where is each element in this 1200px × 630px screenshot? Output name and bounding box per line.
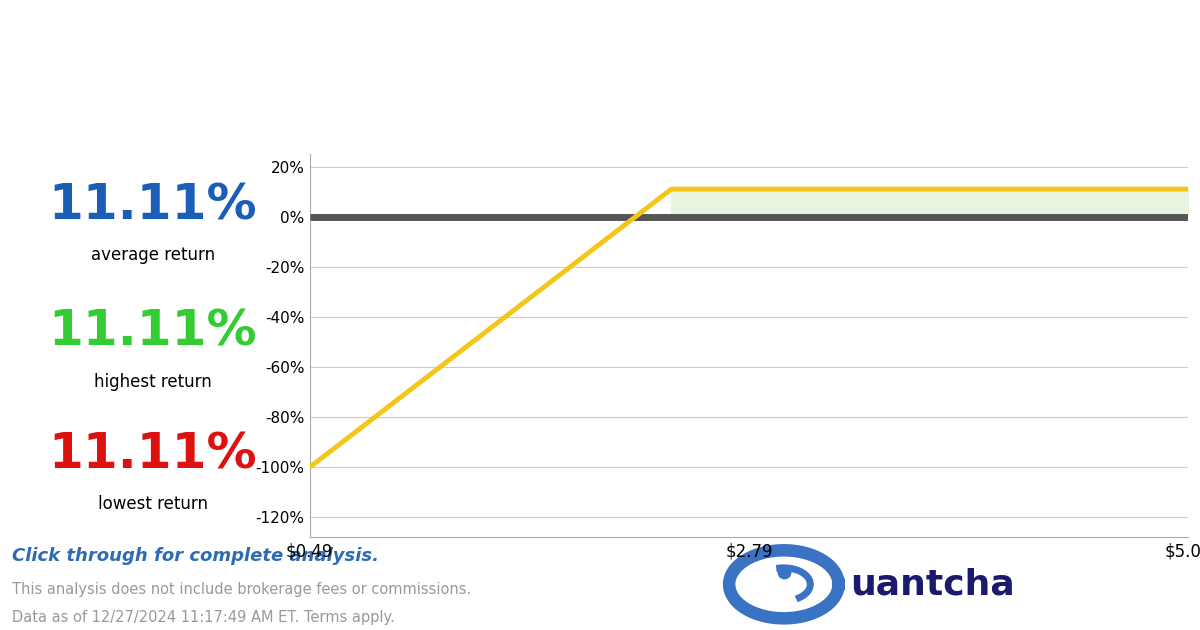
Text: average return: average return — [91, 246, 215, 264]
Text: 11.11%: 11.11% — [49, 181, 257, 229]
Text: highest return: highest return — [94, 373, 212, 391]
Text: 11.11%: 11.11% — [49, 307, 257, 355]
Text: SOLID POWER INC. CLASS A COMMON STOC: SOLID POWER INC. CLASS A COMMON STOC — [12, 20, 1200, 74]
Text: Click through for complete analysis.: Click through for complete analysis. — [12, 547, 379, 564]
Text: 11.11%: 11.11% — [49, 430, 257, 478]
Text: This analysis does not include brokerage fees or commissions.: This analysis does not include brokerage… — [12, 582, 472, 597]
Text: Bull Call Spread analysis for $2.38-$5.02 model on 21-Feb-2025: Bull Call Spread analysis for $2.38-$5.0… — [12, 117, 606, 140]
Text: lowest return: lowest return — [98, 495, 208, 513]
Text: uantcha: uantcha — [850, 568, 1015, 601]
Text: Data as of 12/27/2024 11:17:49 AM ET. Terms apply.: Data as of 12/27/2024 11:17:49 AM ET. Te… — [12, 610, 395, 624]
